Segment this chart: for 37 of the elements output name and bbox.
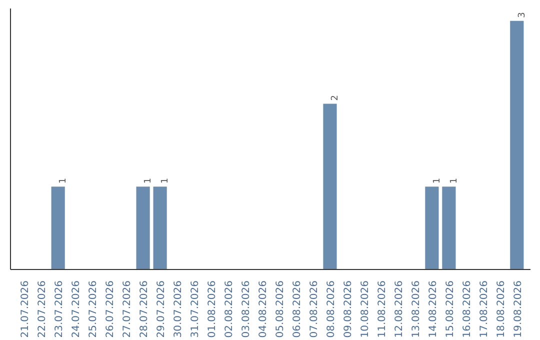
x-tick-label: 17.08.2026 (478, 280, 490, 338)
x-tick-label: 22.07.2026 (37, 280, 48, 338)
x-tick-label: 03.08.2026 (241, 280, 252, 338)
x-tick-label: 01.08.2026 (207, 280, 218, 338)
data-label: 1 (58, 178, 69, 184)
x-tick-label: 25.07.2026 (88, 280, 100, 338)
x-tick-label: 27.07.2026 (122, 280, 134, 338)
data-label: 2 (330, 95, 340, 101)
x-tick-label: 11.08.2026 (376, 280, 388, 338)
x-tick-label: 07.08.2026 (308, 280, 320, 338)
x-tick-label: 18.08.2026 (496, 280, 507, 338)
x-tick-label: 31.07.2026 (190, 280, 202, 338)
x-tick-label: 05.08.2026 (274, 280, 286, 338)
data-label: 3 (517, 12, 528, 18)
x-tick-label: 28.07.2026 (139, 280, 150, 338)
x-tick-label: 15.08.2026 (444, 280, 456, 338)
x-tick-label: 10.08.2026 (360, 280, 371, 338)
x-tick-label: 12.08.2026 (394, 280, 405, 338)
x-tick-label: 13.08.2026 (410, 280, 422, 338)
x-tick-label: 04.08.2026 (258, 280, 270, 338)
x-tick-label: 23.07.2026 (54, 280, 66, 338)
x-tick-label: 26.07.2026 (105, 280, 116, 338)
x-tick-label: 19.08.2026 (512, 280, 524, 338)
x-tick-label: 14.08.2026 (428, 280, 439, 338)
x-tick-label: 30.07.2026 (173, 280, 184, 338)
x-tick-label: 21.07.2026 (20, 280, 32, 338)
x-tick-label: 24.07.2026 (71, 280, 82, 338)
x-tick-label: 09.08.2026 (342, 280, 354, 338)
data-label: 1 (144, 178, 154, 184)
data-label: 1 (449, 178, 460, 184)
data-label: 1 (160, 178, 171, 184)
x-tick-label: 29.07.2026 (156, 280, 168, 338)
x-tick-label: 16.08.2026 (462, 280, 473, 338)
x-tick-label: 08.08.2026 (326, 280, 337, 338)
x-tick-label: 06.08.2026 (292, 280, 303, 338)
data-label: 1 (432, 178, 442, 184)
x-tick-label: 02.08.2026 (224, 280, 236, 338)
